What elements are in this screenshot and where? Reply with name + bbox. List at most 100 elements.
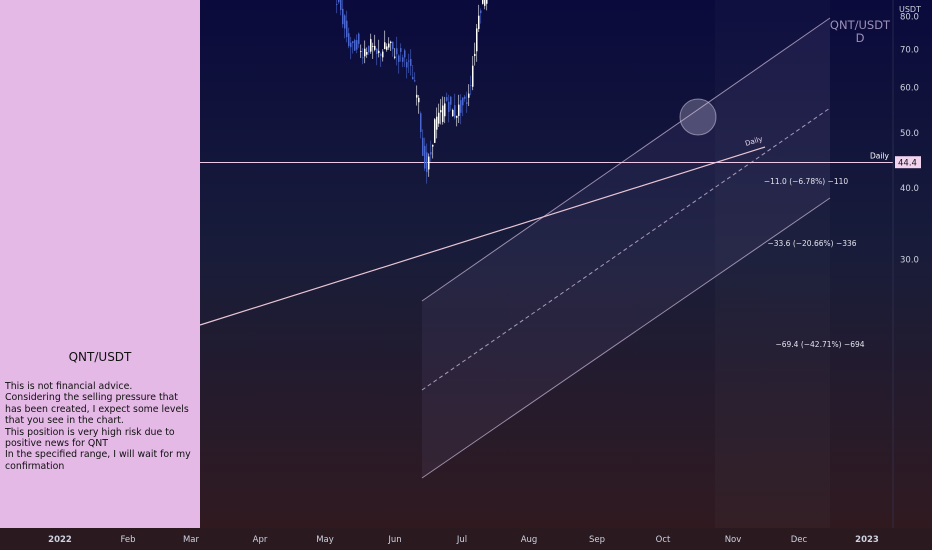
time-tick-label: Jun <box>387 535 401 545</box>
candle-body <box>466 102 468 104</box>
candle-body <box>464 96 466 99</box>
price-tick-label: 70.0 <box>900 45 919 55</box>
time-tick-label: Dec <box>791 535 808 545</box>
time-tick-label: Feb <box>120 535 135 545</box>
time-tick-label: Nov <box>725 535 742 545</box>
candle-body <box>414 80 416 82</box>
candle-body <box>404 50 406 58</box>
candle-body <box>454 105 456 118</box>
candle-body <box>346 20 348 38</box>
symbol-watermark: QNT/USDT D <box>820 19 900 45</box>
price-tick-label: 80.0 <box>900 12 919 22</box>
candle-body <box>406 62 408 68</box>
candle-body <box>436 116 438 130</box>
candle-body <box>412 76 414 80</box>
candle-body <box>390 41 392 44</box>
candle-body <box>438 112 440 124</box>
highlight-circle <box>679 98 717 136</box>
candle-body <box>360 51 362 52</box>
candle-body <box>458 104 460 116</box>
candle-body <box>340 0 342 11</box>
analysis-note-panel: QNT/USDT This is not financial advice. C… <box>0 0 200 528</box>
time-tick-label: Jul <box>456 535 467 545</box>
note-line: This is not financial advice. <box>5 381 133 392</box>
candle-body <box>350 42 352 48</box>
level-value-label: 44.4 <box>898 159 917 169</box>
time-tick-label: Aug <box>521 535 538 545</box>
candle-body <box>408 60 410 62</box>
candle-body <box>446 97 448 101</box>
candle-body <box>380 53 382 56</box>
candle-body <box>462 97 464 106</box>
candle-body <box>338 0 340 3</box>
candle-body <box>386 46 388 50</box>
note-line: This position is very high risk due to p… <box>5 426 175 450</box>
note-line: Considering the selling pressure that ha… <box>5 392 189 427</box>
candle-body <box>450 96 452 105</box>
candle-body <box>370 39 372 52</box>
candle-body <box>368 45 370 53</box>
candle-body <box>460 100 462 113</box>
candle-body <box>470 85 472 86</box>
candle-body <box>362 57 364 59</box>
time-tick-label: Oct <box>656 535 671 545</box>
candle-body <box>474 53 476 57</box>
time-tick-label: Mar <box>183 535 200 545</box>
time-tick-label: May <box>316 535 334 545</box>
channel-upper-line <box>421 17 831 302</box>
time-tick-label: 2022 <box>48 535 72 545</box>
price-channel-fill <box>422 18 830 478</box>
channel-lower-line <box>421 197 831 479</box>
time-tick-label: Sep <box>589 535 605 545</box>
price-tick-label: 60.0 <box>900 84 919 94</box>
channel-mid-line <box>421 107 831 391</box>
candle-body <box>416 94 418 98</box>
candle-body <box>388 43 390 48</box>
time-tick-label: Apr <box>253 535 268 545</box>
candle-body <box>440 110 442 113</box>
candle-body <box>422 137 424 156</box>
level-value-box <box>895 156 921 169</box>
note-body: This is not financial advice. Considerin… <box>5 381 197 472</box>
candle-body <box>444 103 446 117</box>
symbol-interval: D <box>855 31 865 45</box>
candle-body <box>418 97 420 103</box>
daily-trendline <box>199 146 766 326</box>
candle-body <box>374 45 376 50</box>
note-title: QNT/USDT <box>68 350 132 364</box>
price-tick-label: 30.0 <box>900 255 919 265</box>
candle-body <box>478 15 480 29</box>
candle-body <box>344 15 346 29</box>
symbol-name: QNT/USDT <box>829 18 891 32</box>
candle-body <box>358 33 360 44</box>
candle-body <box>428 156 430 170</box>
candle-body <box>476 28 478 52</box>
candle-body <box>452 109 454 117</box>
candles-group <box>336 0 488 184</box>
candle-body <box>426 152 428 173</box>
time-tick-label: 2023 <box>855 535 879 545</box>
time-axis-background <box>0 528 932 550</box>
candle-body <box>392 41 394 50</box>
candle-body <box>396 48 398 55</box>
level-label: Daily <box>870 152 890 161</box>
candle-body <box>432 144 434 147</box>
candle-body <box>382 51 384 58</box>
candle-body <box>442 105 444 122</box>
candle-body <box>364 48 366 57</box>
candle-body <box>434 119 436 143</box>
candle-body <box>484 0 486 6</box>
candle-body <box>394 56 396 58</box>
candle-body <box>352 41 354 44</box>
candle-body <box>378 50 380 54</box>
measure-label: −33.6 (−20.66%) −336 <box>767 239 856 248</box>
candle-body <box>486 0 488 4</box>
candle-body <box>402 57 404 62</box>
candle-body <box>420 113 422 133</box>
candle-body <box>366 52 368 55</box>
measure-label: −11.0 (−6.78%) −110 <box>764 177 849 186</box>
candle-body <box>342 8 344 25</box>
candle-body <box>372 46 374 47</box>
candle-body <box>354 40 356 51</box>
candle-body <box>336 4 338 5</box>
